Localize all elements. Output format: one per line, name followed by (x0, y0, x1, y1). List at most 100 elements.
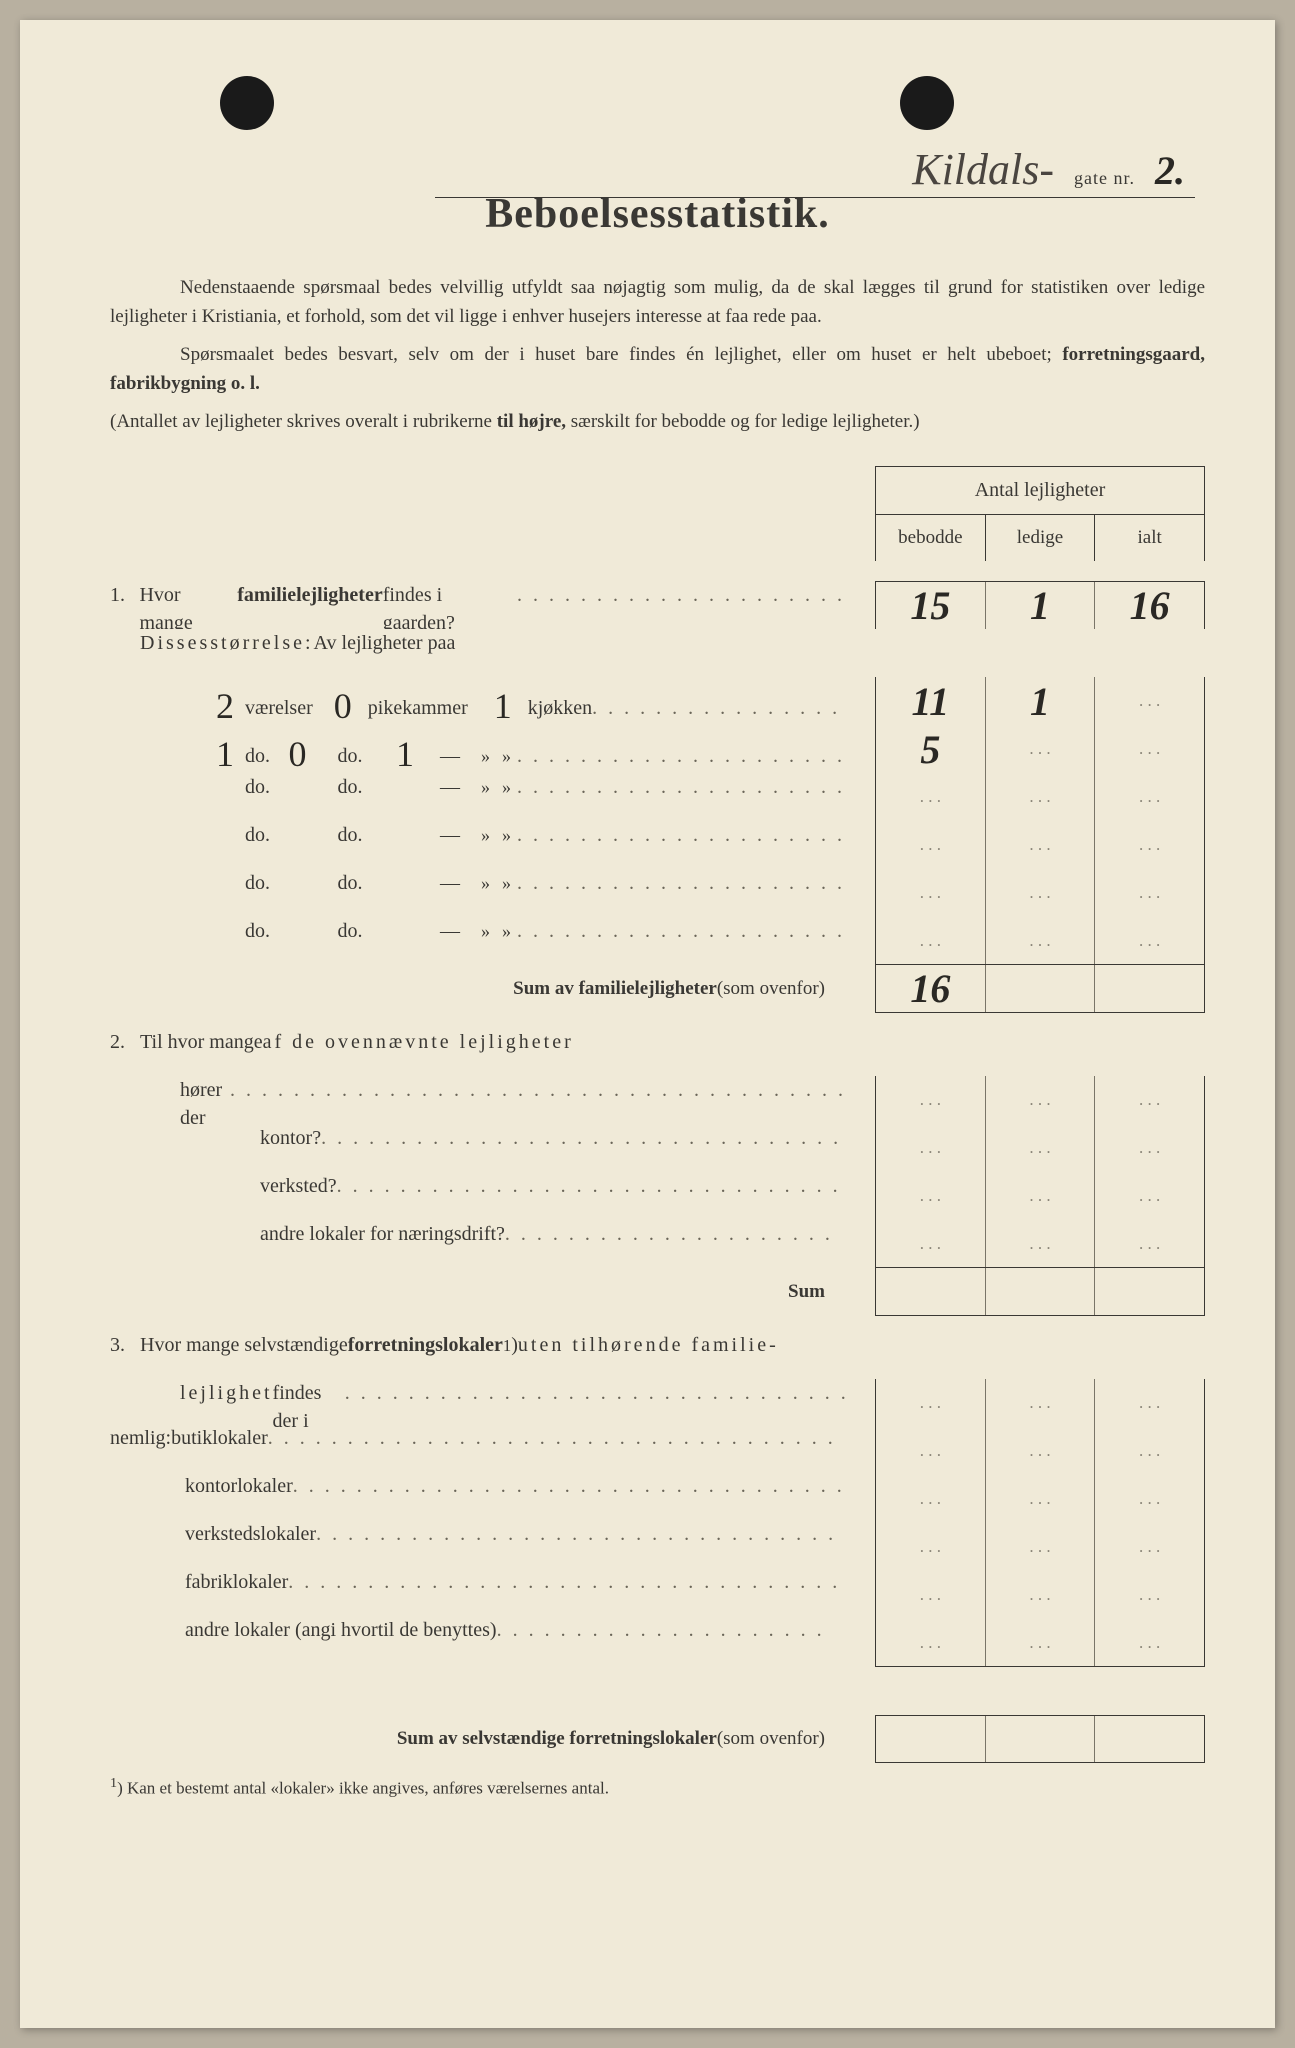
q3-text-d: uten tilhørende familie- (518, 1331, 779, 1359)
cell (1095, 965, 1204, 1012)
q1-r1-kjokken: 1 (483, 681, 523, 725)
q1-r1-vaerelser: 2 (205, 681, 245, 725)
q2-number: 2. (110, 1028, 140, 1056)
cell: . . . (876, 773, 986, 821)
dots (505, 1220, 833, 1248)
dots (517, 581, 845, 609)
quote: » (475, 871, 496, 896)
quote: » (496, 744, 517, 769)
table-header-title: Antal lejligheter (876, 467, 1204, 515)
intro-p1-text: Nedenstaaende spørsmaal bedes velvillig … (110, 277, 1205, 327)
cell (876, 1268, 986, 1315)
do: do. (245, 742, 278, 770)
dots (293, 1475, 845, 1498)
do: do. (338, 773, 385, 801)
punch-hole-left (220, 76, 274, 130)
dots (517, 821, 845, 849)
cell: . . . (1095, 1619, 1204, 1666)
q1-number: 1. (110, 581, 139, 609)
q3-item-fabrik: fabriklokaler (185, 1571, 288, 1594)
cell: . . . (1095, 1076, 1204, 1124)
q1-detail-row-5: do. do. — » » (110, 869, 845, 917)
do: do. (338, 917, 385, 945)
do: do. (245, 869, 278, 897)
q1-total-bebodde: 15 (910, 582, 950, 629)
main-content: Antal lejligheter bebodde ledige ialt 1.… (110, 466, 1205, 1799)
cell: . . . (876, 1475, 986, 1523)
cell: . . . (986, 1220, 1096, 1267)
q1-r1-ialt: . . . (1095, 677, 1204, 725)
q2-item-verksted: verksted? (260, 1172, 337, 1200)
q1-r2-ialt: . . . (1095, 725, 1204, 773)
intro-p2a: Spørsmaalet bedes besvart, selv om der i… (180, 344, 1062, 365)
q3-item-butik: butiklokaler (171, 1427, 268, 1450)
gate-label: gate nr. (1074, 168, 1135, 189)
dots (321, 1124, 845, 1152)
q1-sub-b: størrelse: (210, 629, 313, 657)
do: do. (338, 821, 385, 849)
q1-detail-row-1: 2 værelser 0 pikekammer og 1 kjøkken var… (110, 677, 845, 725)
cell: . . . (876, 917, 986, 964)
word-pikekammer: pikekammer og (368, 694, 468, 725)
cell: . . . (1095, 821, 1204, 869)
quote: » (475, 823, 496, 848)
intro-paragraph-1: Nedenstaaende spørsmaal bedes velvillig … (110, 273, 1205, 332)
q1-total-ialt: 16 (1130, 582, 1170, 629)
q2-text-a: Til hvor mange (140, 1028, 263, 1056)
intro-paragraph-3: (Antallet av lejligheter skrives overalt… (110, 407, 1205, 436)
cell: . . . (876, 1220, 986, 1267)
q1-sum-b: (som ovenfor) (717, 976, 825, 1003)
q1-table-data: 15 1 16 11 1 . . . 5 . . . . . . . . . .… (875, 581, 1205, 1013)
col-ledige: ledige (986, 515, 1096, 561)
do: do. (245, 917, 278, 945)
q1-r2-k: 1 (385, 729, 425, 773)
q1-r2-ledige: . . . (986, 725, 1096, 773)
q1-total-ledige: 1 (1030, 582, 1050, 629)
dots (517, 773, 845, 801)
nemlig-label: nemlig: (110, 1427, 171, 1450)
dots (592, 694, 845, 722)
do: do. (338, 742, 385, 770)
cell: . . . (876, 1172, 986, 1220)
dots (345, 1379, 845, 1407)
quote: » (475, 744, 496, 769)
q3-text-a: Hvor mange selvstændige (140, 1331, 348, 1359)
dots (497, 1619, 825, 1642)
cell: . . . (876, 1523, 986, 1571)
cell: . . . (1095, 1523, 1204, 1571)
cell: . . . (986, 1172, 1096, 1220)
cell: . . . (876, 1379, 986, 1427)
q3-line2a: lejlighet (180, 1379, 273, 1407)
q3-sum-a: Sum av selvstændige forretningslokaler (397, 1728, 717, 1750)
street-name: Kildals- (435, 144, 1064, 195)
q3-table-data: . . . . . . . . . . . . . . . . . . . . … (875, 1331, 1205, 1763)
cell: . . . (1095, 869, 1204, 917)
q2-sum: Sum (788, 1279, 825, 1306)
q1-text-b: familielejligheter (237, 581, 383, 609)
cell: . . . (1095, 1427, 1204, 1475)
col-bebodde: bebodde (876, 515, 986, 561)
cell: . . . (986, 821, 1096, 869)
q3-line2b: findes der i gaarden? (273, 1379, 345, 1427)
do: do. (338, 869, 385, 897)
cell: . . . (1095, 1571, 1204, 1619)
intro-p3c: særskilt for bebodde og for ledige lejli… (566, 411, 920, 432)
q2-text-b: af de ovennævnte lejligheter (263, 1028, 574, 1056)
q2-table-data: . . . . . . . . . . . . . . . . . . . . … (875, 1028, 1205, 1316)
q1-sub-a: Disses (140, 629, 210, 657)
cell: . . . (1095, 1475, 1204, 1523)
cell: . . . (986, 1076, 1096, 1124)
dots (517, 869, 845, 897)
cell: . . . (986, 869, 1096, 917)
quote: » (475, 919, 496, 944)
dots (288, 1571, 845, 1594)
cell (986, 965, 1096, 1012)
footnote: 1) Kan et bestemt antal «lokaler» ikke a… (110, 1775, 1205, 1799)
cell (1095, 1268, 1204, 1315)
cell: . . . (1095, 1124, 1204, 1172)
quote: » (496, 823, 517, 848)
q1-r2-bebodde: 5 (920, 726, 940, 773)
intro-p3a: (Antallet av lejligheter skrives overalt… (110, 411, 497, 432)
q1-sub-c: Av lejligheter paa (314, 629, 456, 657)
cell: . . . (876, 1619, 986, 1666)
